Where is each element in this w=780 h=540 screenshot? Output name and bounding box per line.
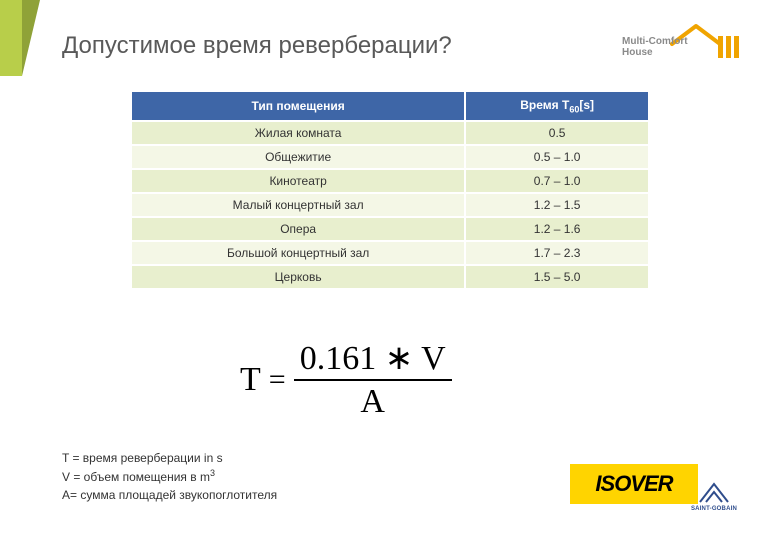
cell-value: 1.5 – 5.0	[465, 265, 649, 289]
formula-denominator: A	[354, 383, 391, 420]
table-row: Опера 1.2 – 1.6	[131, 217, 649, 241]
cell-value: 1.2 – 1.5	[465, 193, 649, 217]
saint-gobain-mark: SAINT-GOBAIN	[688, 478, 740, 512]
col2-post: [s]	[579, 98, 594, 112]
isover-box: ISOVER	[570, 464, 698, 504]
cell-value: 0.5 – 1.0	[465, 145, 649, 169]
cell-type: Большой концертный зал	[131, 241, 465, 265]
cell-value: 0.5	[465, 121, 649, 145]
legend-v-sup: 3	[210, 468, 215, 478]
legend-v-pre: V = объем помещения в m	[62, 470, 210, 484]
col2-pre: Время T	[520, 98, 569, 112]
accent-stripe-fold	[22, 0, 40, 76]
legend-line-v: V = объем помещения в m3	[62, 467, 277, 486]
cell-type: Общежитие	[131, 145, 465, 169]
saint-gobain-text: SAINT-GOBAIN	[688, 506, 740, 512]
formula-legend: T = время реверберации in s V = объем по…	[62, 450, 277, 504]
legend-line-a: A= сумма площадей звукопоглотителя	[62, 487, 277, 504]
cell-value: 0.7 – 1.0	[465, 169, 649, 193]
cell-type: Кинотеатр	[131, 169, 465, 193]
formula-lhs: T	[240, 361, 261, 399]
table-row: Малый концертный зал 1.2 – 1.5	[131, 193, 649, 217]
cell-type: Опера	[131, 217, 465, 241]
table-row: Кинотеатр 0.7 – 1.0	[131, 169, 649, 193]
formula-numerator: 0.161 ∗ V	[294, 340, 452, 377]
table-row: Жилая комната 0.5	[131, 121, 649, 145]
cell-value: 1.2 – 1.6	[465, 217, 649, 241]
logo-line2: House	[622, 47, 653, 58]
legend-line-t: T = время реверберации in s	[62, 450, 277, 467]
reverberation-table: Тип помещения Время T60[s] Жилая комната…	[130, 90, 650, 290]
formula-eq: =	[269, 363, 286, 397]
col2-sub: 60	[569, 104, 579, 114]
multi-comfort-logo-text: Multi-Comfort House	[622, 36, 702, 58]
accent-stripe	[0, 0, 22, 76]
cell-type: Церковь	[131, 265, 465, 289]
col-header-type: Тип помещения	[131, 91, 465, 121]
isover-logo: ISOVER SAINT-GOBAIN	[570, 464, 740, 512]
table-row: Церковь 1.5 – 5.0	[131, 265, 649, 289]
logo-line1: Multi-Comfort	[622, 36, 688, 47]
cell-type: Малый концертный зал	[131, 193, 465, 217]
cell-type: Жилая комната	[131, 121, 465, 145]
col-header-time: Время T60[s]	[465, 91, 649, 121]
cell-value: 1.7 – 2.3	[465, 241, 649, 265]
fraction-bar	[294, 379, 452, 381]
table-row: Общежитие 0.5 – 1.0	[131, 145, 649, 169]
table-row: Большой концертный зал 1.7 – 2.3	[131, 241, 649, 265]
formula-fraction: 0.161 ∗ V A	[294, 340, 452, 421]
page-title: Допустимое время реверберации?	[62, 32, 452, 60]
sabine-formula: T = 0.161 ∗ V A	[240, 340, 452, 421]
